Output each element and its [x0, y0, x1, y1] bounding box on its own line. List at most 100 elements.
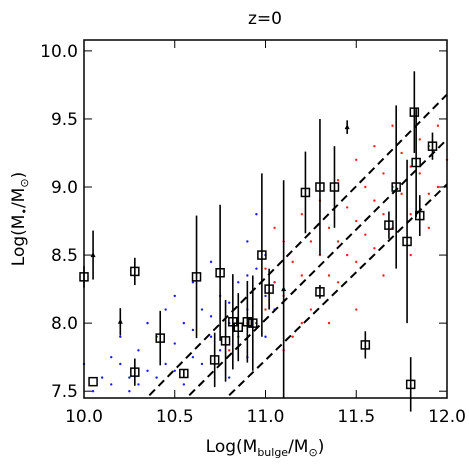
data-point	[228, 301, 231, 304]
x-tick-label: 10.5	[156, 407, 194, 427]
data-point	[327, 274, 331, 277]
data-point	[182, 383, 186, 386]
data-point	[427, 192, 431, 196]
y-axis-label: Log(M•/M⊙)	[9, 172, 31, 266]
y-tick-label: 8.5	[51, 246, 78, 266]
data-point	[409, 253, 412, 257]
data-point	[405, 379, 416, 390]
data-point	[300, 213, 303, 216]
data-point	[264, 308, 267, 311]
data-point	[191, 355, 195, 359]
y-tick-label: 9.0	[51, 178, 78, 198]
label-sub: bulge	[257, 446, 288, 459]
data-point	[336, 281, 340, 284]
data-point	[382, 274, 385, 277]
label-part: Log(M	[9, 215, 29, 267]
data-point	[209, 260, 213, 264]
data-point	[291, 260, 294, 264]
data-point	[173, 342, 176, 345]
data-point	[128, 389, 131, 393]
data-point	[327, 321, 331, 325]
data-point	[179, 368, 189, 379]
data-point	[281, 286, 287, 292]
data-point	[257, 250, 267, 260]
data-point	[427, 141, 438, 151]
y-tick-label: 8.0	[51, 314, 78, 334]
label-sub: •	[18, 208, 31, 215]
data-point	[242, 317, 253, 327]
data-point	[164, 362, 167, 366]
data-point	[264, 335, 267, 338]
data-point	[355, 260, 358, 264]
fit-line	[228, 183, 448, 396]
data-point	[364, 185, 367, 189]
data-point	[119, 335, 122, 338]
data-point	[409, 213, 412, 216]
y-tick-label: 7.5	[51, 382, 78, 402]
data-point	[345, 253, 349, 257]
data-point	[273, 226, 276, 230]
data-point	[418, 138, 421, 141]
data-point	[155, 376, 158, 379]
x-axis-label: Log(Mbulge/M⊙)	[206, 437, 325, 459]
data-point	[329, 182, 340, 192]
data-point	[255, 213, 258, 216]
data-point	[315, 182, 325, 192]
data-point	[400, 151, 403, 155]
data-point	[228, 349, 231, 352]
data-point	[400, 192, 403, 196]
x-tick-label: 11.5	[337, 407, 375, 427]
label-part: )	[318, 437, 325, 457]
x-tick-label: 11.0	[247, 407, 285, 427]
data-point	[336, 179, 340, 182]
data-point	[411, 157, 421, 168]
data-point	[364, 233, 367, 236]
data-point	[110, 355, 113, 359]
data-point	[90, 252, 96, 258]
data-point	[218, 349, 222, 352]
data-point	[355, 219, 358, 223]
data-point	[300, 274, 303, 277]
data-point	[182, 321, 186, 325]
data-point	[355, 308, 358, 311]
data-point	[246, 274, 249, 277]
data-point	[373, 199, 376, 202]
data-point	[130, 367, 140, 377]
data-point	[384, 220, 394, 230]
data-point	[110, 383, 113, 386]
data-point	[191, 272, 202, 282]
data-point	[427, 226, 431, 230]
data-point	[373, 247, 376, 250]
data-point	[264, 294, 267, 298]
data-point	[246, 240, 249, 243]
data-point	[345, 206, 349, 209]
data-point	[130, 266, 140, 277]
data-point	[146, 369, 149, 372]
data-point	[336, 240, 340, 243]
data-point	[191, 328, 195, 332]
y-tick-label: 10.0	[40, 42, 78, 62]
data-point	[137, 383, 140, 386]
data-point	[300, 187, 311, 198]
data-point	[255, 267, 258, 270]
data-point	[273, 281, 276, 284]
fit-line	[188, 138, 448, 396]
plot-frame	[83, 39, 448, 399]
data-point	[173, 369, 176, 372]
data-point	[220, 336, 231, 346]
data-point	[155, 333, 165, 343]
data-point	[191, 281, 195, 284]
data-point	[436, 185, 440, 189]
label-part: )	[9, 172, 29, 179]
data-point	[146, 321, 149, 325]
data-point	[264, 284, 274, 294]
data-point	[382, 172, 385, 175]
chart-title: z=0	[248, 9, 282, 29]
data-point	[137, 349, 140, 352]
data-point	[91, 389, 95, 393]
y-tick-label: 9.5	[51, 110, 78, 130]
fit-line	[148, 93, 448, 396]
data-point	[215, 268, 225, 278]
data-point	[233, 322, 244, 332]
